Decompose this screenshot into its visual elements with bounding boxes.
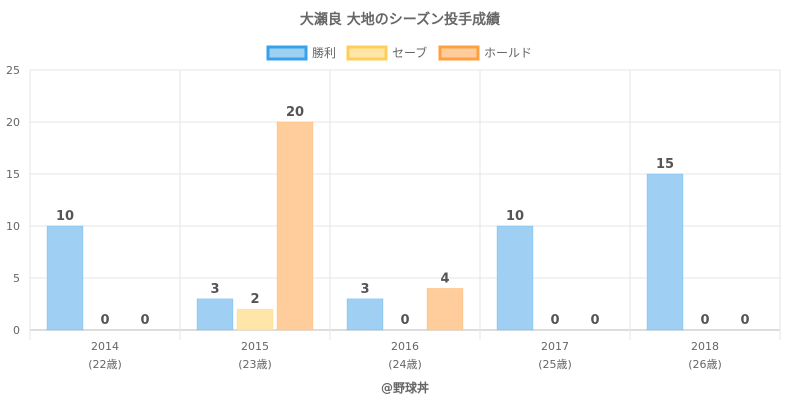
x-tick-sublabel: (22歳) [88,358,122,371]
data-label: 0 [400,313,409,328]
x-tick-sublabel: (23歳) [238,358,272,371]
legend-swatch [438,45,480,61]
data-label: 3 [360,282,369,297]
bar [46,225,84,331]
data-label: 3 [210,282,219,297]
legend-item[interactable]: ホールド [438,45,532,61]
data-label: 0 [590,313,599,328]
x-tick-sublabel: (25歳) [538,358,572,371]
data-label: 0 [100,313,109,328]
bars [46,121,684,331]
bar [276,121,314,331]
axes: 05101520252014(22歳)2015(23歳)2016(24歳)201… [6,64,722,371]
y-tick-label: 25 [6,64,20,77]
bar [346,298,384,331]
legend: 勝利 セーブ ホールド [266,45,532,61]
bar [196,298,234,331]
data-label: 10 [56,209,74,224]
data-label: 0 [550,313,559,328]
x-tick-label: 2018 [691,340,719,353]
data-label: 0 [140,313,149,328]
x-tick-label: 2016 [391,340,419,353]
legend-swatch [266,45,308,61]
x-tick-sublabel: (24歳) [388,358,422,371]
data-label: 15 [656,157,674,172]
legend-label: セーブ [392,45,427,60]
x-tick-label: 2017 [541,340,569,353]
data-label: 4 [440,271,449,286]
data-label: 20 [286,105,304,120]
data-label: 0 [700,313,709,328]
y-tick-label: 10 [6,220,20,233]
legend-swatch [346,45,388,61]
data-label: 10 [506,209,524,224]
y-tick-label: 0 [13,324,20,337]
legend-label: 勝利 [312,45,336,60]
credit-text: @野球丼 [381,380,429,395]
legend-item[interactable]: セーブ [346,45,427,61]
y-tick-label: 15 [6,168,20,181]
legend-label: ホールド [484,46,532,60]
x-tick-sublabel: (26歳) [688,358,722,371]
bar [426,288,464,331]
data-label: 2 [250,292,259,307]
bar [236,308,274,331]
chart-title: 大瀬良 大地のシーズン投手成績 [300,11,500,28]
data-label: 0 [740,313,749,328]
bar [496,225,534,331]
grid [29,69,781,340]
y-tick-label: 20 [6,116,20,129]
legend-item[interactable]: 勝利 [266,45,336,61]
x-tick-label: 2015 [241,340,269,353]
y-tick-label: 5 [13,272,20,285]
bar [646,173,684,331]
x-tick-label: 2014 [91,340,119,353]
